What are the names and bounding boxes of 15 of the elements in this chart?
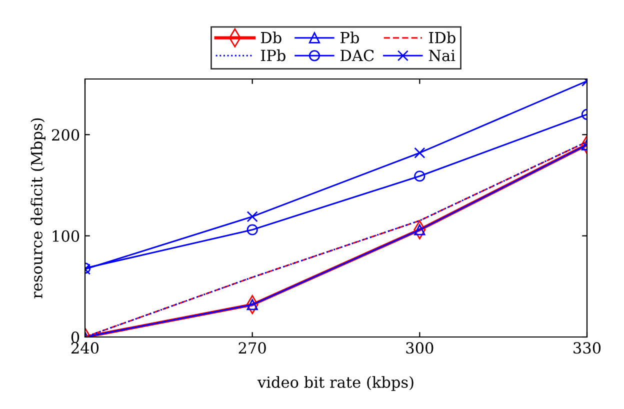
- x-tick-label: 270: [238, 342, 266, 354]
- x-tick-label: 240: [71, 342, 99, 354]
- legend-label: DAC: [340, 50, 374, 62]
- legend-label: IDb: [428, 32, 456, 44]
- legend-label: Nai: [428, 50, 456, 62]
- y-tick-label: 200: [52, 129, 80, 141]
- y-tick-label: 0: [71, 331, 80, 344]
- x-tick-label: 300: [406, 342, 434, 354]
- y-tick-label: 100: [52, 230, 80, 242]
- x-tick-label: 330: [574, 342, 601, 354]
- legend-label: Db: [260, 32, 282, 44]
- x-axis-title: video bit rate (kbps): [257, 376, 414, 391]
- legend-label: Pb: [340, 32, 359, 44]
- y-axis-title: resource deficit (Mbps): [30, 118, 46, 298]
- legend-label: IPb: [260, 49, 286, 62]
